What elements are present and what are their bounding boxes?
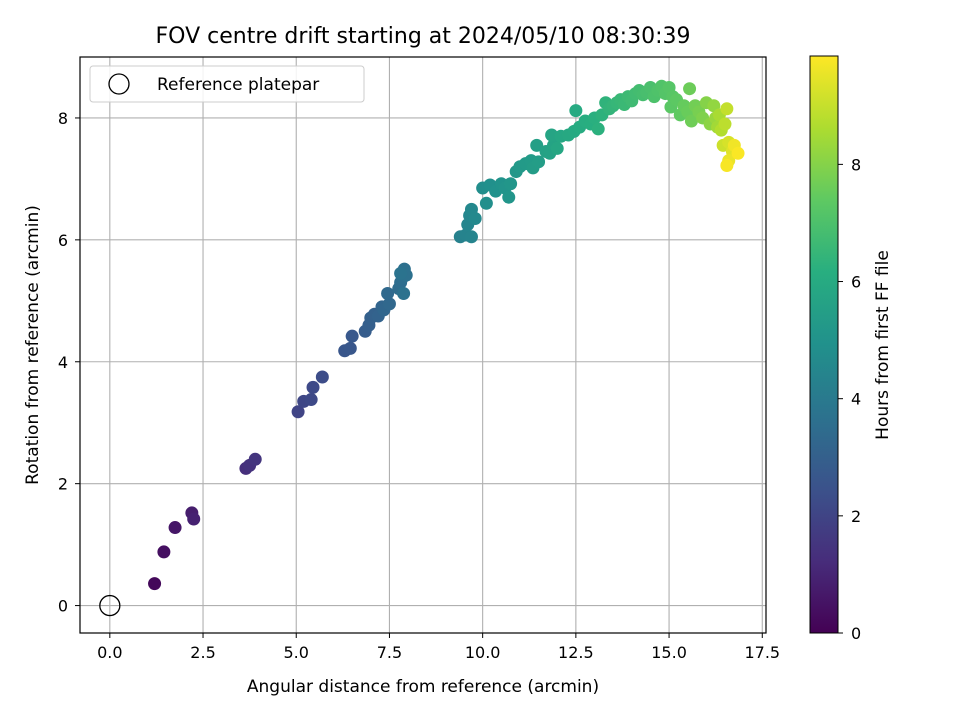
data-point <box>479 196 493 210</box>
data-point <box>306 380 320 394</box>
data-point <box>291 405 305 419</box>
legend-marker-icon <box>108 73 130 95</box>
data-point <box>550 141 564 155</box>
colorbar-gradient <box>809 55 839 634</box>
x-tick-label: 15.0 <box>651 643 687 662</box>
colorbar-tick-label: 6 <box>851 273 861 292</box>
data-point <box>464 230 478 244</box>
data-point <box>304 393 318 407</box>
legend: Reference platepar <box>89 65 365 103</box>
plot-frame <box>79 56 767 634</box>
y-tick-label: 8 <box>58 109 68 128</box>
data-point <box>248 452 262 466</box>
x-tick-label: 10.0 <box>465 643 501 662</box>
data-point <box>315 370 329 384</box>
data-point <box>394 266 408 280</box>
data-point <box>382 297 396 311</box>
legend-entry-reference: Reference platepar <box>157 75 319 95</box>
data-point <box>720 102 734 116</box>
x-tick-label: 17.5 <box>744 643 780 662</box>
data-point <box>397 286 411 300</box>
y-ticks: 0 2 4 6 8 <box>58 109 80 616</box>
data-point <box>530 138 544 152</box>
y-tick-label: 2 <box>58 475 68 494</box>
data-point <box>720 158 734 172</box>
x-tick-label: 7.5 <box>377 643 402 662</box>
y-tick-label: 6 <box>58 231 68 250</box>
data-point <box>683 82 697 96</box>
data-point <box>684 114 698 128</box>
colorbar-tick-label: 4 <box>851 390 861 409</box>
colorbar-tick-label: 2 <box>851 507 861 526</box>
x-tick-label: 5.0 <box>284 643 309 662</box>
reference-marker <box>99 594 121 617</box>
grid-lines <box>80 57 766 633</box>
data-point <box>468 212 482 226</box>
data-points <box>148 79 745 591</box>
y-tick-label: 4 <box>58 353 68 372</box>
y-axis-label: Rotation from reference (arcmin) <box>23 205 43 485</box>
data-point <box>187 512 201 526</box>
y-tick-label: 0 <box>58 597 68 616</box>
legend-box <box>89 65 365 103</box>
data-point <box>718 117 732 131</box>
data-point <box>343 341 357 355</box>
x-ticks: 0.0 2.5 5.0 7.5 10.0 12.5 15.0 17.5 <box>97 633 780 662</box>
reference-point <box>99 594 121 617</box>
x-axis-label: Angular distance from reference (arcmin) <box>247 677 599 697</box>
colorbar-label: Hours from first FF file <box>873 250 893 440</box>
data-point <box>157 545 171 559</box>
colorbar-tick-label: 8 <box>851 155 861 174</box>
data-point <box>731 146 745 160</box>
data-point <box>569 104 583 118</box>
x-tick-label: 12.5 <box>558 643 594 662</box>
data-point <box>532 155 546 169</box>
colorbar-tick-label: 0 <box>851 624 861 643</box>
colorbar: 0 2 4 6 8 Hours from first FF file <box>809 55 893 643</box>
data-point <box>591 122 605 136</box>
data-point <box>148 577 162 591</box>
data-point <box>502 190 516 204</box>
x-tick-label: 2.5 <box>190 643 215 662</box>
x-tick-label: 0.0 <box>97 643 122 662</box>
data-point <box>168 521 182 535</box>
data-point <box>345 329 359 343</box>
data-point <box>381 286 395 300</box>
colorbar-ticks: 0 2 4 6 8 <box>838 155 861 643</box>
data-point <box>504 177 518 191</box>
chart-title: FOV centre drift starting at 2024/05/10 … <box>156 24 691 49</box>
